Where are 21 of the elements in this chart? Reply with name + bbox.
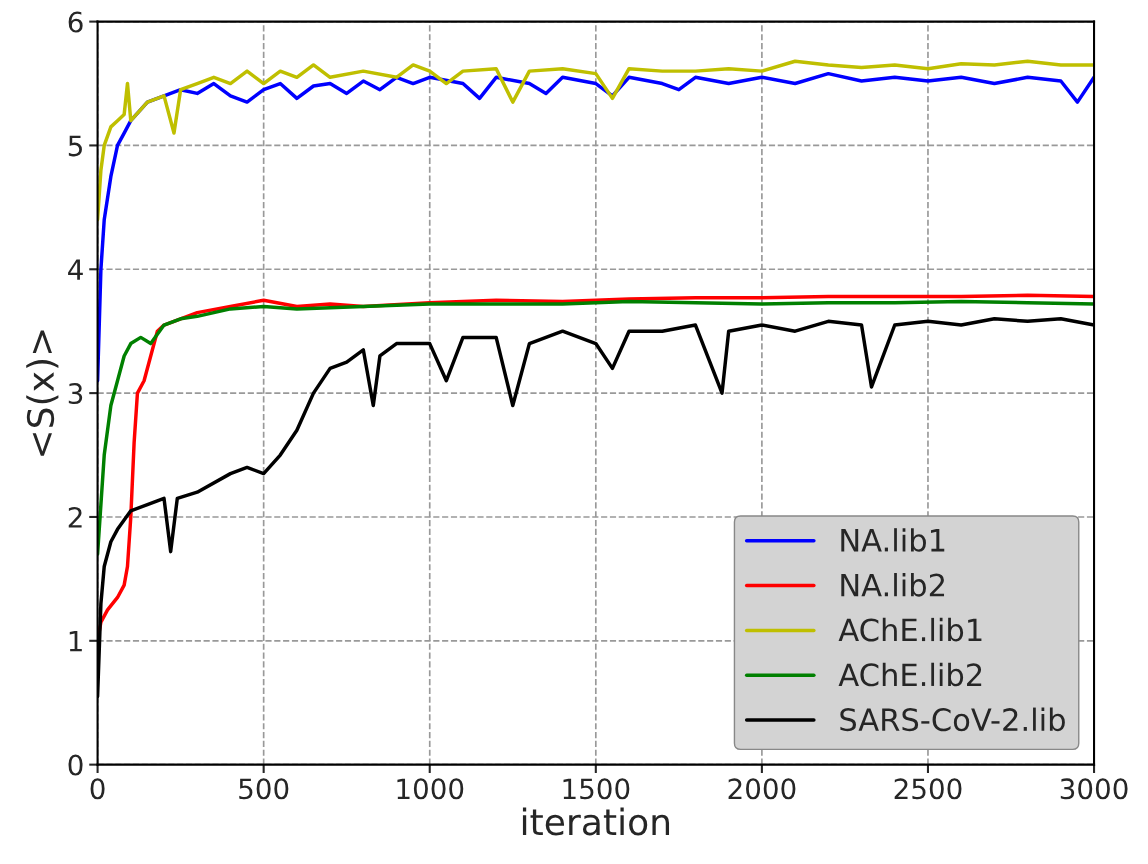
x-tick-label: 3000 [1060,778,1128,800]
y-tick-label: 4 [68,259,83,280]
y-axis-title: <S(x)> [26,330,59,456]
legend-label: NA.lib2 [841,573,945,597]
x-tick-label: 1500 [563,778,630,800]
y-tick-label: 2 [68,506,82,528]
y-tick-label: 6 [68,11,83,33]
y-tick-label: 5 [68,135,82,157]
x-tick-label: 1000 [397,778,464,800]
y-tick-label: 0 [68,754,83,776]
x-tick-label: 0 [90,778,105,800]
legend-label: AChE.lib1 [838,617,982,642]
legend-label: SARS-CoV-2.lib [840,707,1065,732]
legend-label: AChE.lib2 [838,662,982,687]
y-tick-label: 3 [68,383,83,405]
x-tick-label: 500 [239,778,289,800]
x-axis-title: iteration [522,807,670,836]
y-tick-label: 1 [69,631,82,652]
x-tick-label: 2000 [728,778,796,800]
x-tick-label: 2500 [894,778,962,800]
legend-label: NA.lib1 [841,528,945,552]
